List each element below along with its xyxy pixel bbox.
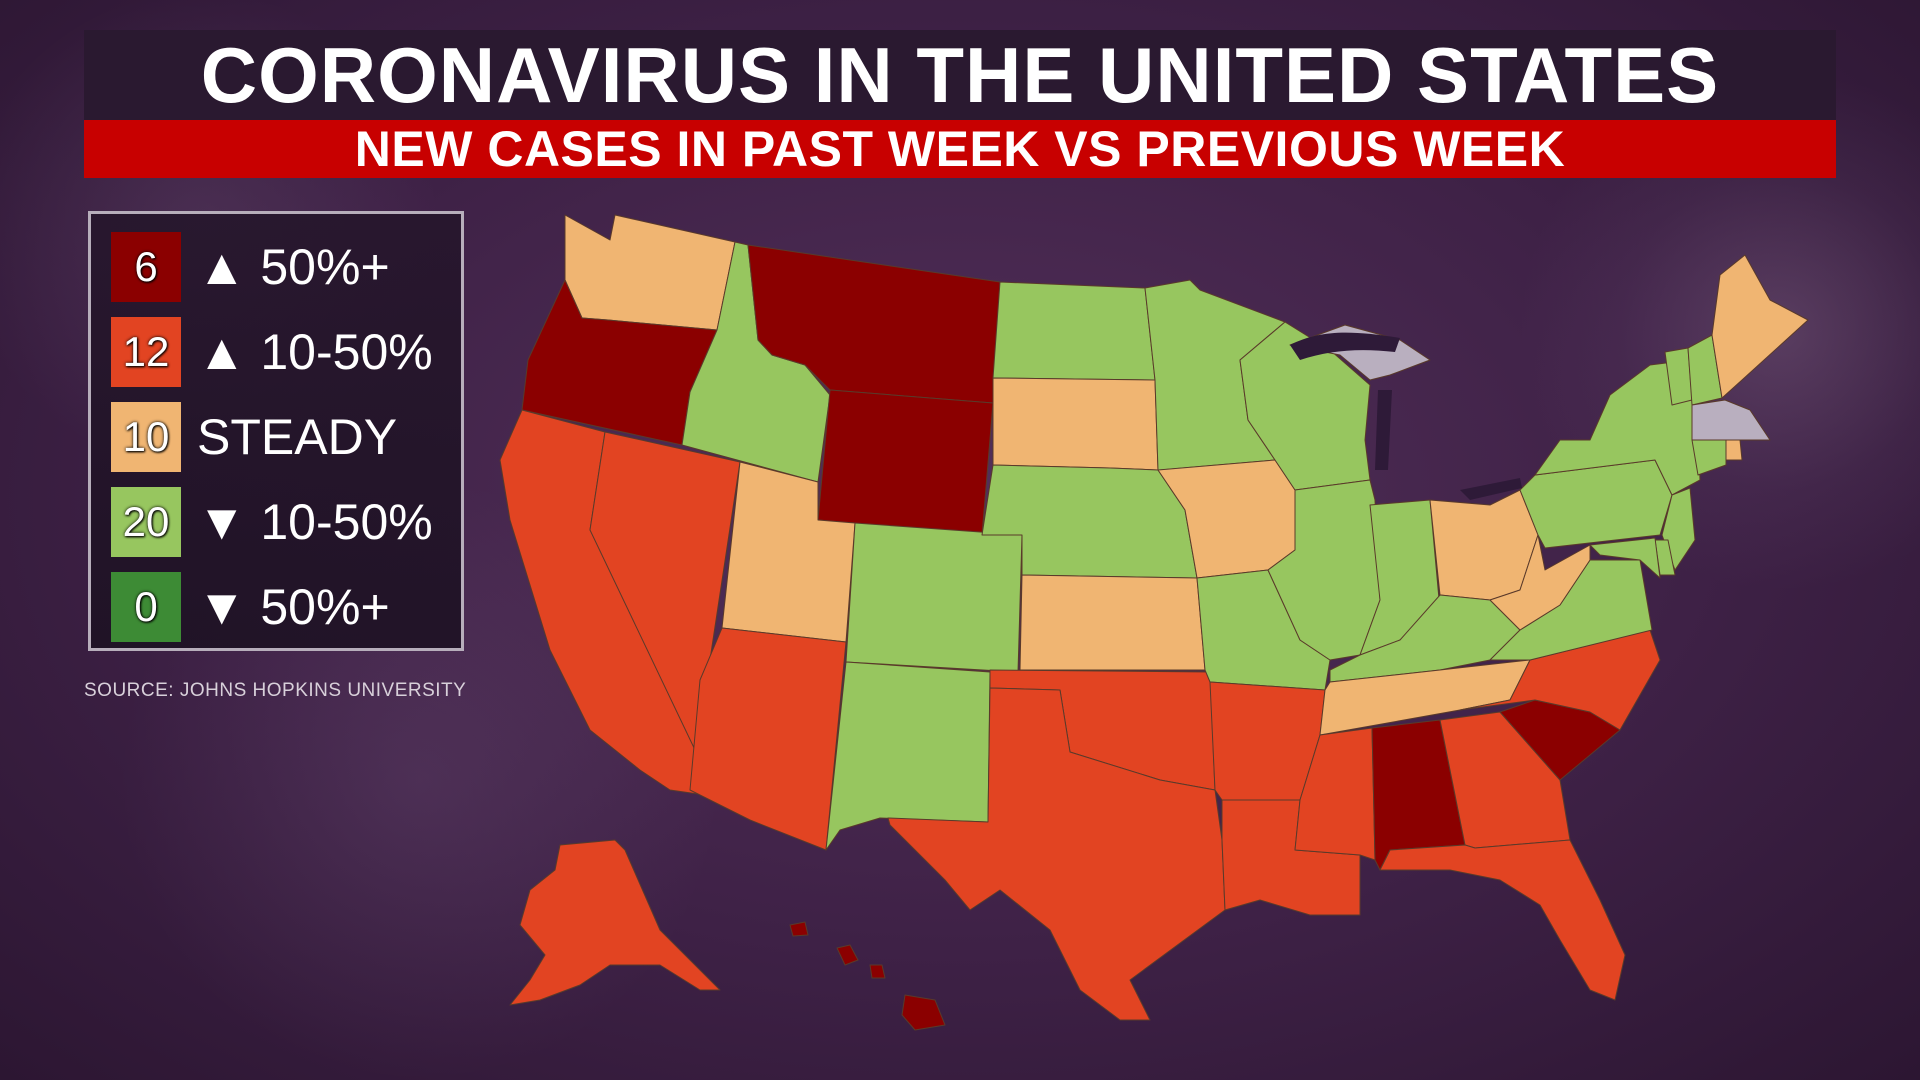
- state-HI-4: [789, 921, 809, 937]
- page-subtitle: NEW CASES IN PAST WEEK VS PREVIOUS WEEK: [354, 121, 1566, 177]
- legend-row: 20 ▼ 10-50%: [111, 487, 433, 557]
- state-HI-2: [836, 944, 859, 966]
- state-TX: [887, 687, 1226, 1021]
- legend-label: ▲ 10-50%: [197, 324, 433, 380]
- legend-label: ▼ 10-50%: [197, 494, 433, 550]
- legend-label: ▲ 50%+: [197, 239, 390, 295]
- state-WA: [564, 214, 736, 331]
- legend-row: 0 ▼ 50%+: [111, 572, 390, 642]
- page-title: CORONAVIRUS IN THE UNITED STATES: [200, 30, 1720, 119]
- title-bar: CORONAVIRUS IN THE UNITED STATES: [84, 30, 1836, 120]
- subtitle-bar: NEW CASES IN PAST WEEK VS PREVIOUS WEEK: [84, 120, 1836, 178]
- state-ND: [992, 281, 1156, 381]
- legend-row: 6 ▲ 50%+: [111, 232, 390, 302]
- state-IL: [1267, 479, 1381, 661]
- legend-row: 12 ▲ 10-50%: [111, 317, 433, 387]
- state-ME: [1711, 254, 1809, 399]
- state-HI: [901, 994, 946, 1031]
- great-lakes: [1290, 332, 1522, 500]
- state-CO: [845, 522, 1023, 673]
- state-FL: [1379, 839, 1626, 1001]
- state-AZ: [689, 627, 847, 851]
- legend: 6 ▲ 50%+ 12 ▲ 10-50% 10 STEADY 20 ▼ 10-5…: [88, 211, 464, 651]
- state-SD: [992, 377, 1159, 471]
- state-KS: [1019, 574, 1206, 671]
- legend-swatch: 20: [111, 487, 181, 557]
- legend-label: STEADY: [197, 409, 398, 465]
- state-HI-3: [869, 964, 886, 979]
- state-NC: [1459, 629, 1661, 731]
- state-WY: [817, 389, 994, 536]
- legend-row: 10 STEADY: [111, 402, 397, 472]
- legend-swatch: 12: [111, 317, 181, 387]
- source-note: SOURCE: JOHNS HOPKINS UNIVERSITY: [84, 680, 467, 701]
- legend-swatch: 6: [111, 232, 181, 302]
- state-WI: [1239, 321, 1371, 491]
- legend-label: ▼ 50%+: [197, 579, 390, 635]
- legend-swatch: 0: [111, 572, 181, 642]
- legend-swatch: 10: [111, 402, 181, 472]
- state-WV: [1489, 534, 1591, 631]
- state-RI: [1725, 439, 1743, 461]
- state-CT: [1691, 439, 1727, 476]
- state-AK: [509, 839, 721, 1006]
- state-MA: [1691, 399, 1771, 441]
- state-MD: [1589, 537, 1661, 579]
